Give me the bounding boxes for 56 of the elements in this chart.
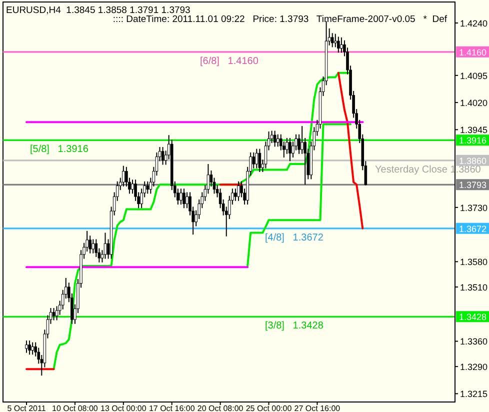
candlestick — [104, 232, 107, 260]
candlestick — [234, 188, 237, 202]
x-tick-label: 20 Oct 08:00 — [197, 404, 244, 412]
candlestick — [88, 235, 92, 254]
y-tick-label: 1.3945 — [460, 125, 488, 136]
candlestick — [288, 137, 292, 162]
ref-line-label: 1.3672 — [459, 224, 487, 234]
ref-line-label: 1.4160 — [459, 47, 487, 58]
candlestick — [182, 188, 186, 209]
x-tick-label: 17 Oct 16:00 — [148, 404, 196, 412]
ref-line-label: 1.3860 — [459, 156, 487, 166]
y-tick-label: 1.4095 — [460, 70, 488, 81]
candlestick — [161, 146, 164, 166]
candlestick — [122, 165, 125, 187]
text: :::: DateTime: 2011.11.01 09:22 Price: 1.3793 TimeFrame-2007-v0.05 * Def — [112, 14, 448, 25]
candlestick — [186, 192, 188, 209]
candlestick — [25, 340, 28, 354]
candlestick — [300, 126, 304, 154]
candlestick — [276, 134, 280, 148]
x-tick-label: 5 Oct 2011 — [7, 404, 46, 412]
candlestick — [146, 180, 150, 194]
y-tick-label: 1.3360 — [460, 336, 488, 347]
y-tick-label: 1.3510 — [460, 282, 488, 292]
annotation: [5/8] 1.3916 — [30, 144, 89, 156]
y-tick-label: 1.3290 — [460, 362, 488, 372]
x-tick-label: 25 Oct 00:00 — [246, 404, 292, 412]
y-tick-label: 1.4020 — [460, 98, 488, 108]
y-tick-label: 1.3580 — [460, 257, 488, 268]
y-tick-label: 1.3215 — [460, 389, 488, 400]
annotation: [3/8] 1.3428 — [265, 320, 324, 332]
y-tick-label: 1.4240 — [460, 18, 488, 28]
candlestick — [252, 152, 256, 169]
x-tick-label: 27 Oct 16:00 — [294, 404, 341, 412]
candlestick — [237, 180, 240, 202]
candlestick — [340, 36, 343, 54]
candlestick — [334, 33, 337, 48]
y-tick-label: 1.3730 — [460, 202, 488, 213]
candlestick — [31, 342, 34, 356]
ref-line-label: 1.3793 — [459, 180, 487, 190]
candlestick — [180, 188, 182, 206]
candlestick — [28, 340, 31, 356]
ref-line-label: 1.3428 — [459, 312, 487, 322]
candlestick — [337, 36, 340, 54]
candlestick — [255, 148, 258, 169]
x-tick-label: 13 Oct 00:00 — [100, 404, 147, 412]
annotation: [4/8] 1.3672 — [265, 232, 324, 244]
candlestick — [286, 137, 288, 154]
annotation: [6/8] 1.4160 — [200, 56, 259, 67]
chart-title: EURUSD,H4 1.3845 1.3858 1.3791 1.3793 — [6, 5, 190, 16]
ref-line-label: 1.3916 — [459, 136, 487, 146]
x-tick-label: 10 Oct 08:00 — [52, 404, 98, 412]
candlestick — [92, 238, 95, 254]
candlestick — [330, 32, 334, 48]
candlestick — [258, 148, 262, 172]
candlestick — [273, 130, 276, 148]
candlestick — [131, 179, 134, 194]
